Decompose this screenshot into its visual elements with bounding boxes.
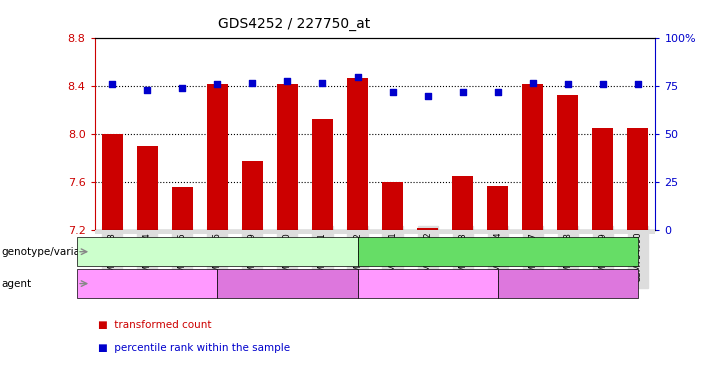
Bar — [382, 182, 403, 230]
Text: PA01: PA01 — [133, 278, 161, 289]
Text: genotype/variation: genotype/variation — [1, 247, 100, 257]
Text: CFTR wild type: CFTR wild type — [456, 247, 539, 257]
Bar — [592, 128, 613, 230]
Bar — [522, 84, 543, 230]
Point — [527, 79, 538, 86]
Point — [247, 79, 258, 86]
Point — [177, 85, 188, 91]
Text: GDS4252 / 227750_at: GDS4252 / 227750_at — [218, 17, 371, 31]
Point — [317, 79, 328, 86]
Point — [282, 78, 293, 84]
Point — [352, 74, 363, 80]
Point — [422, 93, 433, 99]
Bar — [557, 95, 578, 230]
Text: agent: agent — [1, 278, 32, 289]
Point — [562, 81, 573, 88]
Text: ■  percentile rank within the sample: ■ percentile rank within the sample — [98, 343, 290, 353]
Point — [142, 87, 153, 93]
Bar — [207, 84, 228, 230]
Bar — [137, 146, 158, 230]
Bar — [347, 78, 368, 230]
Point — [492, 89, 503, 95]
Bar — [487, 186, 508, 230]
Point — [107, 81, 118, 88]
Text: unexposed: unexposed — [537, 278, 599, 289]
Bar — [452, 176, 473, 230]
Text: ■  transformed count: ■ transformed count — [98, 320, 212, 330]
Point — [387, 89, 398, 95]
Point — [212, 81, 223, 88]
Text: unexposed: unexposed — [257, 278, 318, 289]
Bar — [627, 128, 648, 230]
Bar — [172, 187, 193, 230]
Bar — [277, 84, 298, 230]
Point — [632, 81, 644, 88]
Bar — [242, 161, 263, 230]
Bar — [417, 228, 438, 230]
Bar — [102, 134, 123, 230]
Text: PA01: PA01 — [414, 278, 442, 289]
Bar — [312, 119, 333, 230]
Point — [597, 81, 608, 88]
Point — [457, 89, 468, 95]
Text: CFTR  mutant: CFTR mutant — [179, 247, 255, 257]
